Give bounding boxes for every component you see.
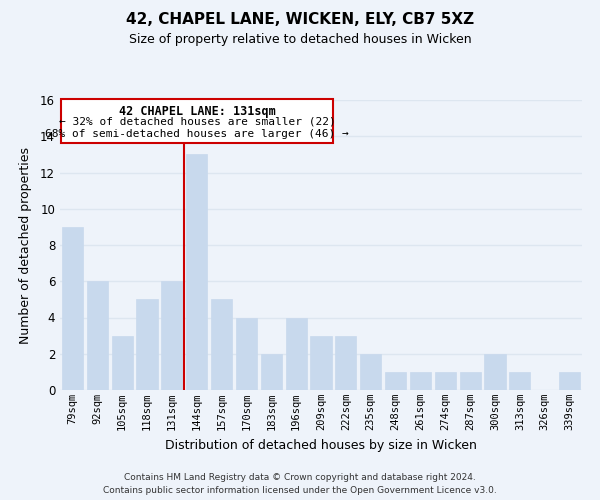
Text: Contains public sector information licensed under the Open Government Licence v3: Contains public sector information licen… [103,486,497,495]
Bar [87,281,108,390]
Bar [261,354,282,390]
Bar [435,372,456,390]
Bar [112,336,133,390]
Text: Size of property relative to detached houses in Wicken: Size of property relative to detached ho… [128,32,472,46]
Bar [62,227,83,390]
Bar [186,154,207,390]
Bar [211,300,232,390]
Bar [509,372,530,390]
FancyBboxPatch shape [61,99,334,142]
Bar [410,372,431,390]
Bar [484,354,506,390]
Text: ← 32% of detached houses are smaller (22): ← 32% of detached houses are smaller (22… [59,116,336,126]
X-axis label: Distribution of detached houses by size in Wicken: Distribution of detached houses by size … [165,438,477,452]
Bar [161,281,182,390]
Bar [385,372,406,390]
Bar [236,318,257,390]
Bar [559,372,580,390]
Text: 42 CHAPEL LANE: 131sqm: 42 CHAPEL LANE: 131sqm [119,104,276,118]
Bar [286,318,307,390]
Text: Contains HM Land Registry data © Crown copyright and database right 2024.: Contains HM Land Registry data © Crown c… [124,474,476,482]
Bar [335,336,356,390]
Bar [136,300,158,390]
Bar [360,354,381,390]
Text: 68% of semi-detached houses are larger (46) →: 68% of semi-detached houses are larger (… [46,129,349,139]
Text: 42, CHAPEL LANE, WICKEN, ELY, CB7 5XZ: 42, CHAPEL LANE, WICKEN, ELY, CB7 5XZ [126,12,474,28]
Y-axis label: Number of detached properties: Number of detached properties [19,146,32,344]
Bar [310,336,332,390]
Bar [460,372,481,390]
